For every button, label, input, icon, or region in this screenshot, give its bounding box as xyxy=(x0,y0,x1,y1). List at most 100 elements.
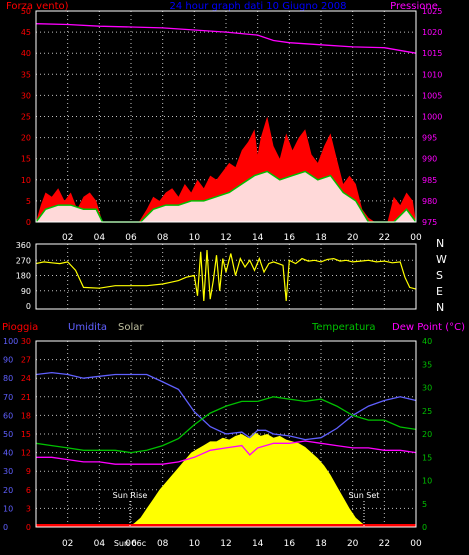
humidity-tick-label: 90 xyxy=(3,356,13,365)
rain-tick-label: 15 xyxy=(21,430,31,439)
temperature-tick-label: 10 xyxy=(422,477,432,486)
x-tick-label: 22 xyxy=(379,233,390,243)
temperature-tick-label: 40 xyxy=(422,337,432,346)
x-tick-label: 14 xyxy=(252,539,264,549)
wind-average-line xyxy=(35,170,417,223)
wind-tick-label: 0 xyxy=(26,218,31,227)
compass-label: E xyxy=(436,285,443,298)
dewpoint-axis-label: Dew Point (°C) xyxy=(392,322,465,333)
humidity-tick-label: 10 xyxy=(3,504,13,513)
weather-main-plot: 0102030405060708090100036912151821242730… xyxy=(3,337,432,549)
x-tick-label: 20 xyxy=(347,539,359,549)
wind-tick-label: 5 xyxy=(26,197,31,206)
direction-tick-label: 180 xyxy=(16,272,31,281)
temperature-tick-label: 15 xyxy=(422,453,432,462)
wind-pressure-plot: 0510152025303540455097598098599099510001… xyxy=(21,7,443,243)
wind-tick-label: 10 xyxy=(21,176,31,185)
wind-tick-label: 50 xyxy=(21,7,31,16)
chart-title: 24 hour graph dati 10 Giugno 2008 xyxy=(170,1,347,12)
rain-tick-label: 6 xyxy=(26,486,31,495)
x-tick-label: 16 xyxy=(284,233,296,243)
pressure-tick-label: 1020 xyxy=(422,28,442,37)
sun-rise-time-label: Sun 06c xyxy=(114,539,146,548)
x-tick-label: 04 xyxy=(94,233,106,243)
wind-tick-label: 40 xyxy=(21,49,31,58)
pressure-tick-label: 1010 xyxy=(422,70,442,79)
weather-plot-frame xyxy=(35,340,417,528)
pressure-line xyxy=(35,23,417,54)
x-tick-label: 08 xyxy=(157,539,169,549)
x-tick-label: 22 xyxy=(379,539,390,549)
direction-tick-label: 0 xyxy=(26,302,31,311)
temperature-tick-label: 35 xyxy=(422,360,432,369)
rain-tick-label: 0 xyxy=(26,523,31,532)
x-tick-label: 06 xyxy=(125,539,137,549)
temperature-tick-label: 30 xyxy=(422,384,432,393)
compass-label: W xyxy=(436,253,447,266)
x-tick-label: 00 xyxy=(410,233,422,243)
temperature-tick-label: 0 xyxy=(422,523,427,532)
humidity-tick-label: 80 xyxy=(3,374,13,383)
wind-tick-label: 35 xyxy=(21,70,31,79)
x-tick-label: 10 xyxy=(189,233,201,243)
wind-tick-label: 25 xyxy=(21,113,31,122)
direction-tick-label: 270 xyxy=(16,256,31,265)
x-tick-label: 04 xyxy=(94,539,106,549)
wind-axis-label: Forza vento) xyxy=(6,1,69,12)
pressure-tick-label: 995 xyxy=(422,134,437,143)
direction-plot-frame xyxy=(35,243,417,310)
rain-tick-label: 27 xyxy=(21,356,31,365)
compass-label: N xyxy=(436,301,444,314)
compass-label: N xyxy=(436,237,444,250)
pressure-tick-label: 980 xyxy=(422,197,437,206)
rain-tick-label: 18 xyxy=(21,411,31,420)
pressure-tick-label: 1015 xyxy=(422,49,442,58)
pressure-tick-label: 975 xyxy=(422,218,437,227)
pressure-tick-label: 985 xyxy=(422,176,437,185)
x-tick-label: 12 xyxy=(220,233,231,243)
wind-tick-label: 15 xyxy=(21,155,31,164)
wind-tick-label: 45 xyxy=(21,28,31,37)
rain-axis-label: Pioggia xyxy=(2,322,38,333)
humidity-tick-label: 20 xyxy=(3,486,13,495)
x-tick-label: 20 xyxy=(347,233,359,243)
pressure-axis-label: Pressione xyxy=(390,1,438,12)
rain-bar xyxy=(36,524,416,527)
rain-tick-label: 30 xyxy=(21,337,31,346)
rain-tick-label: 24 xyxy=(21,374,31,383)
wind-plot-frame xyxy=(35,10,417,223)
pressure-tick-label: 1025 xyxy=(422,7,442,16)
solar-area xyxy=(127,432,369,527)
humidity-tick-label: 100 xyxy=(3,337,18,346)
pressure-tick-label: 1005 xyxy=(422,91,442,100)
dewpoint-line xyxy=(36,440,417,465)
wind-tick-label: 20 xyxy=(21,134,31,143)
rain-tick-label: 9 xyxy=(26,467,31,476)
x-tick-label: 16 xyxy=(284,539,296,549)
wind-tick-label: 30 xyxy=(21,91,31,100)
wind-direction-line xyxy=(35,250,417,301)
wind-base-area xyxy=(36,171,416,222)
humidity-tick-label: 70 xyxy=(3,393,13,402)
x-tick-label: 14 xyxy=(252,233,264,243)
sun-rise-label: Sun Rise xyxy=(113,491,148,500)
temperature-tick-label: 25 xyxy=(422,407,432,416)
humidity-tick-label: 60 xyxy=(3,411,13,420)
x-tick-label: 18 xyxy=(315,233,327,243)
rain-tick-label: 21 xyxy=(21,393,31,402)
direction-tick-label: 360 xyxy=(16,241,31,250)
x-tick-label: 00 xyxy=(410,539,422,549)
humidity-tick-label: 0 xyxy=(3,523,8,532)
compass-label: S xyxy=(436,269,443,282)
humidity-line xyxy=(35,371,417,441)
pressure-tick-label: 1000 xyxy=(422,113,442,122)
humidity-tick-label: 50 xyxy=(3,430,13,439)
humidity-tick-label: 30 xyxy=(3,467,13,476)
x-tick-label: 12 xyxy=(220,539,231,549)
temperature-line xyxy=(35,396,417,454)
pressure-tick-label: 990 xyxy=(422,155,437,164)
x-tick-label: 02 xyxy=(62,539,73,549)
sun-set-label: Sun Set xyxy=(349,491,380,500)
x-tick-label: 10 xyxy=(189,539,201,549)
